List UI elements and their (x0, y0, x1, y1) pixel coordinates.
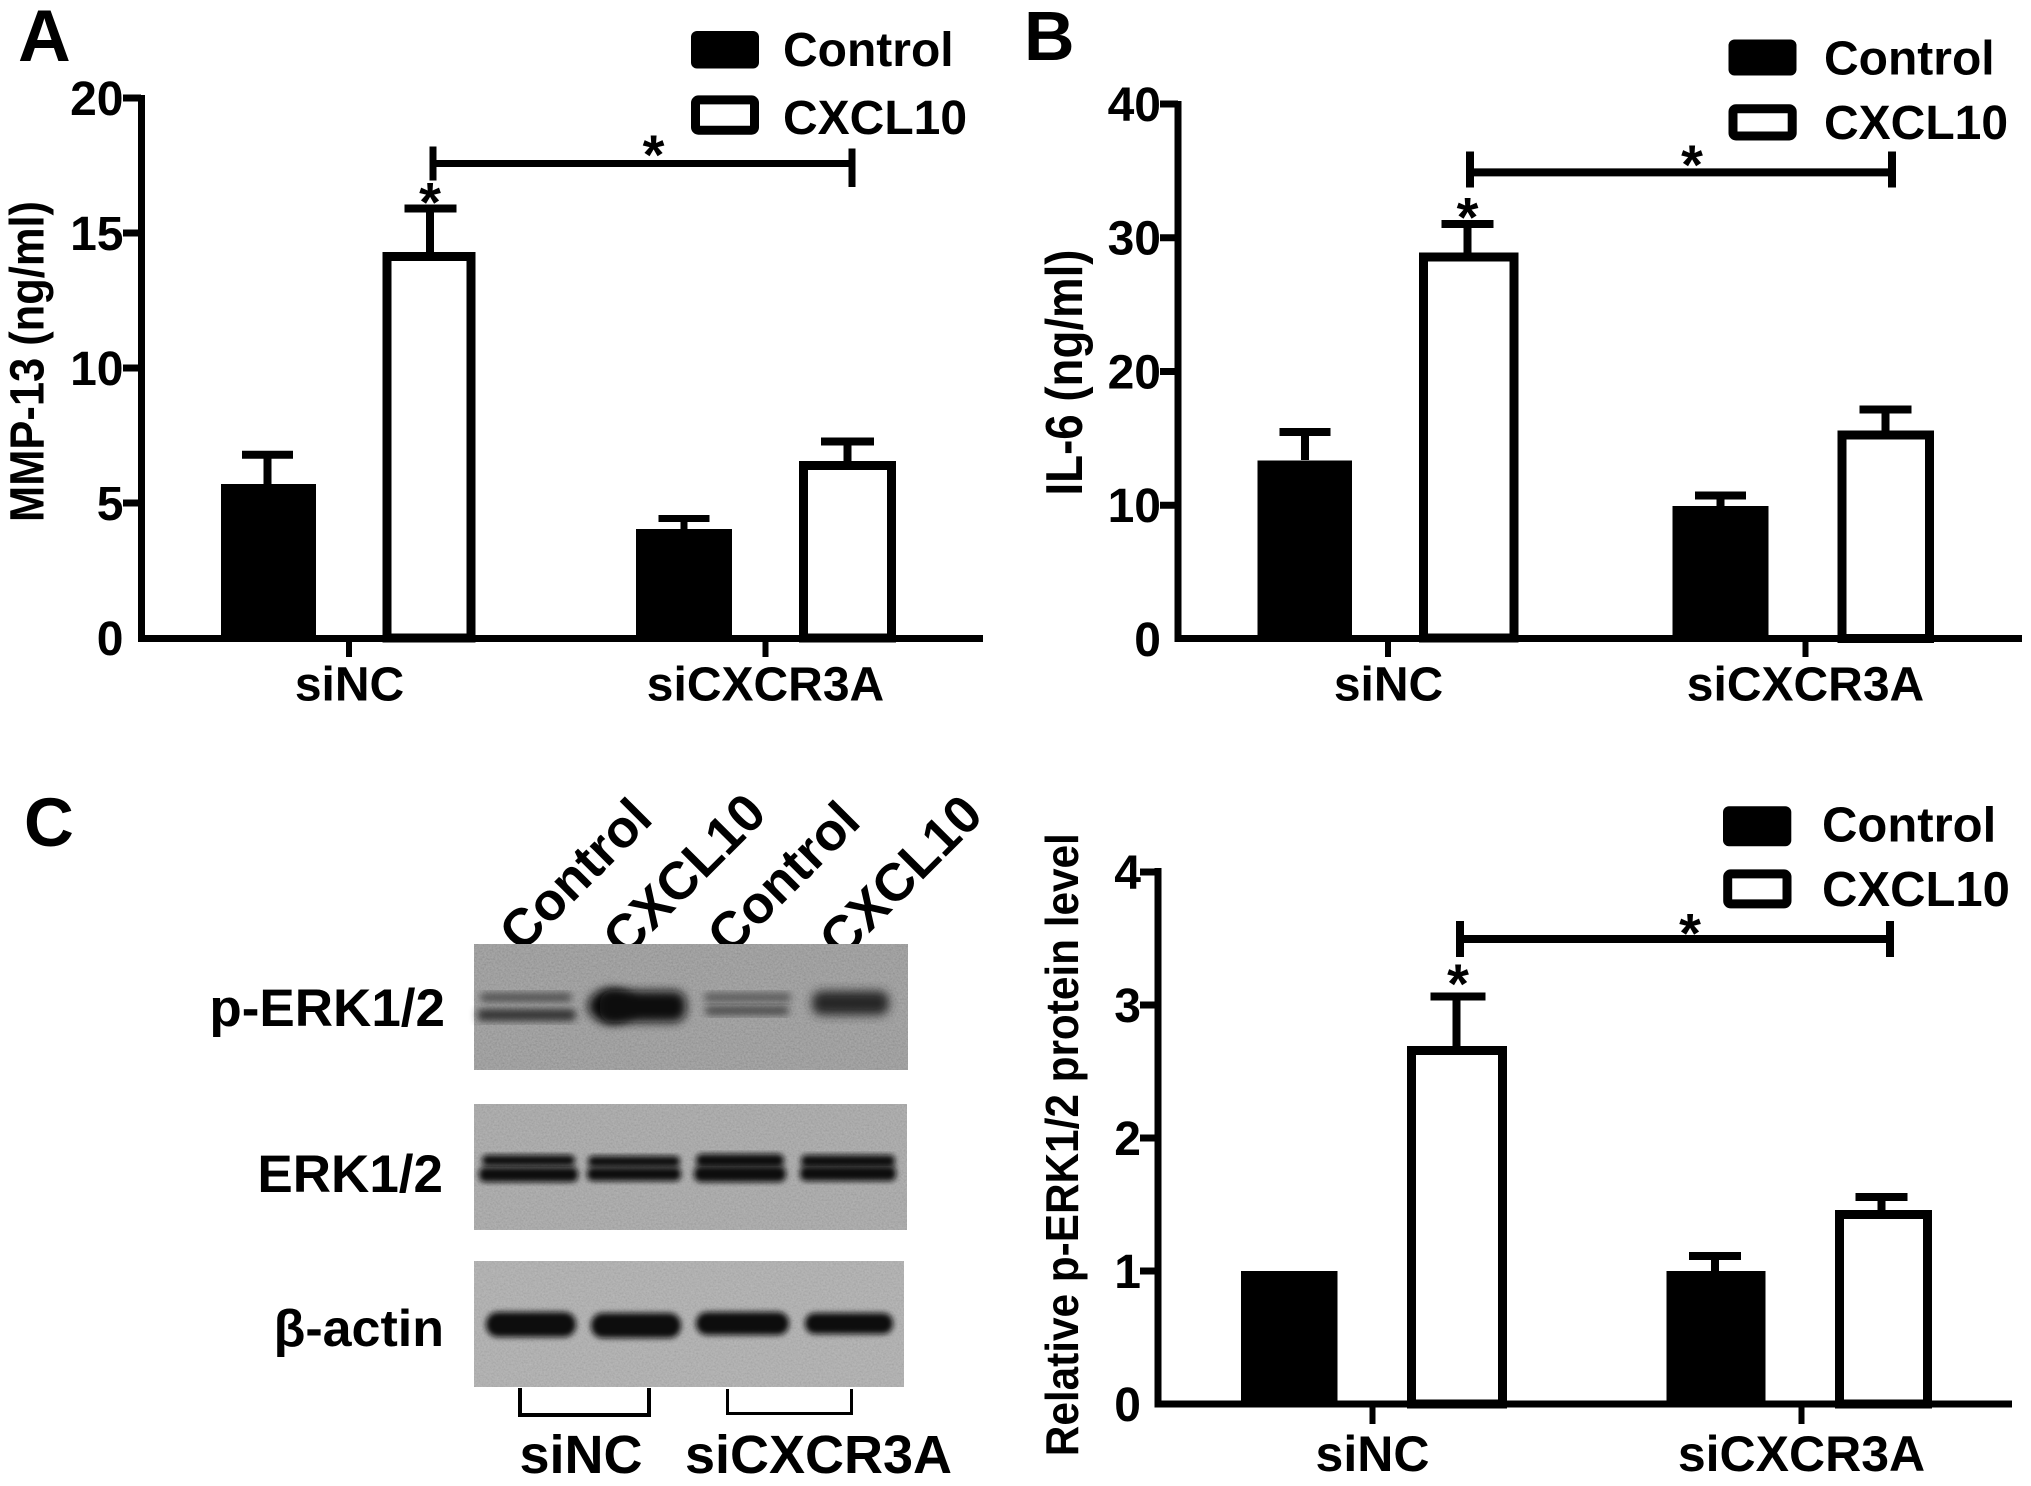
svg-text:A: A (18, 0, 71, 77)
svg-text:Relative p-ERK1/2 protein leve: Relative p-ERK1/2 protein level (1036, 833, 1088, 1456)
svg-text:siCXCR3A: siCXCR3A (1687, 659, 1924, 712)
svg-text:10: 10 (70, 343, 123, 396)
svg-text:p-ERK1/2: p-ERK1/2 (209, 979, 445, 1038)
svg-text:MMP-13 (ng/ml): MMP-13 (ng/ml) (2, 201, 55, 522)
svg-text:10: 10 (1108, 480, 1161, 533)
svg-text:*: * (1457, 186, 1479, 249)
svg-text:B: B (1024, 0, 1075, 75)
svg-text:Control: Control (1824, 33, 1995, 86)
svg-text:siNC: siNC (295, 659, 404, 712)
svg-text:ERK1/2: ERK1/2 (257, 1145, 443, 1204)
svg-text:*: * (1679, 902, 1701, 965)
svg-text:20: 20 (70, 73, 123, 126)
svg-text:Control: Control (1822, 799, 1996, 853)
svg-text:0: 0 (97, 613, 124, 666)
svg-text:5: 5 (97, 478, 124, 531)
svg-text:siCXCR3A: siCXCR3A (685, 1425, 952, 1485)
svg-text:0: 0 (1114, 1379, 1141, 1432)
svg-text:20: 20 (1108, 347, 1161, 400)
svg-text:*: * (1681, 133, 1703, 196)
svg-text:siNC: siNC (1316, 1426, 1430, 1482)
svg-text:IL-6 (ng/ml): IL-6 (ng/ml) (1036, 250, 1094, 496)
svg-text:2: 2 (1114, 1113, 1141, 1166)
svg-text:siNC: siNC (519, 1425, 642, 1485)
svg-text:siCXCR3A: siCXCR3A (647, 659, 884, 712)
svg-text:3: 3 (1114, 980, 1141, 1033)
svg-text:*: * (1447, 952, 1469, 1015)
svg-text:*: * (419, 171, 441, 234)
svg-text:30: 30 (1108, 213, 1161, 266)
svg-text:siCXCR3A: siCXCR3A (1678, 1426, 1925, 1482)
svg-text:CXCL10: CXCL10 (1822, 863, 2010, 917)
svg-text:CXCL10: CXCL10 (1824, 97, 2008, 150)
svg-text:β-actin: β-actin (274, 1300, 444, 1358)
svg-text:siNC: siNC (1334, 659, 1443, 712)
svg-text:1: 1 (1114, 1246, 1141, 1299)
svg-text:CXCL10: CXCL10 (783, 92, 967, 145)
svg-text:0: 0 (1134, 614, 1161, 667)
svg-text:*: * (643, 123, 665, 186)
svg-text:C: C (24, 784, 74, 861)
svg-text:4: 4 (1114, 847, 1141, 900)
svg-text:Control: Control (783, 24, 954, 77)
svg-text:15: 15 (70, 208, 123, 261)
svg-text:40: 40 (1108, 79, 1161, 132)
